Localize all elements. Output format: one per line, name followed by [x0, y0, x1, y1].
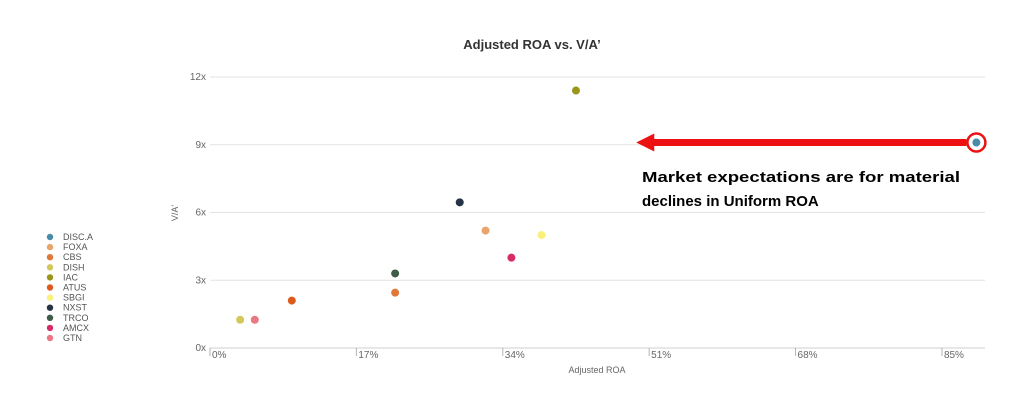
annotation-line-1: Market expectations are for material [642, 169, 960, 186]
legend-item: IAC [46, 272, 79, 282]
legend-item: FOXA [46, 242, 88, 252]
y-axis-ticks: 0x 3x 6x 9x 12x [190, 72, 206, 354]
data-point-gtn: GTN [250, 315, 259, 324]
legend-marker [46, 294, 54, 301]
legend-item: NXST [46, 303, 88, 313]
y-tick-label: 0x [195, 343, 206, 354]
data-point-atus: ATUS [287, 296, 296, 305]
legend: DISC.AFOXACBSDISHIACATUSSBGINXSTTRCOAMCX… [46, 232, 93, 343]
legend-label: NXST [63, 303, 88, 313]
legend-item: ATUS [46, 283, 86, 293]
legend-item: AMCX [46, 323, 89, 333]
legend-label: CBS [63, 252, 82, 262]
legend-item: DISH [46, 262, 85, 272]
legend-marker [46, 304, 54, 311]
x-axis-label: Adjusted ROA [568, 365, 625, 375]
data-point-trco: TRCO [391, 269, 400, 278]
legend-marker [46, 324, 54, 332]
annotation: Market expectations are for material dec… [636, 133, 967, 210]
legend-marker [46, 254, 54, 261]
legend-item: GTN [46, 333, 82, 343]
legend-item: TRCO [46, 313, 89, 323]
legend-label: FOXA [63, 242, 88, 252]
chart-title: Adjusted ROA vs. V/A’ [463, 37, 601, 52]
legend-label: GTN [63, 333, 82, 343]
data-points: DISC.A FOXA CBS DISH IAC ATUS SBGI NXST TRCO AMCX… [236, 86, 987, 324]
x-axis-ticks: 0% 17% 34% 51% 68% 85% [209, 348, 964, 361]
data-point-disc-a: DISC.A [972, 138, 981, 147]
legend-marker [46, 314, 54, 321]
legend-label: DISH [63, 262, 85, 272]
legend-marker [46, 274, 54, 281]
grid-lines [210, 76, 985, 349]
legend-marker [46, 243, 54, 251]
legend-marker [46, 284, 54, 291]
legend-item: CBS [46, 252, 82, 262]
x-tick-label: 51% [651, 350, 671, 361]
y-tick-label: 9x [195, 140, 206, 151]
legend-label: ATUS [63, 283, 86, 293]
x-tick-label: 34% [505, 350, 525, 361]
annotation-arrowhead [636, 133, 655, 152]
y-tick-label: 6x [195, 208, 206, 219]
legend-label: AMCX [63, 323, 89, 333]
x-tick-label: 17% [358, 350, 378, 361]
data-point-foxa: FOXA [481, 226, 490, 235]
y-tick-label: 12x [190, 72, 206, 83]
data-point-dish: DISH [236, 315, 245, 324]
annotation-line-2: declines in Uniform ROA [642, 193, 819, 210]
data-point-iac: IAC [571, 86, 580, 95]
x-tick-label: 68% [798, 350, 818, 361]
data-point-cbs: CBS [391, 288, 400, 297]
legend-label: IAC [63, 272, 79, 282]
legend-marker [46, 264, 54, 271]
legend-label: TRCO [63, 313, 89, 323]
legend-marker [46, 334, 54, 342]
x-tick-label: 0% [212, 350, 227, 361]
x-tick-label: 85% [944, 350, 964, 361]
y-axis-label: V/A' [170, 205, 180, 222]
legend-label: SBGI [63, 293, 85, 303]
y-tick-label: 3x [195, 275, 206, 286]
data-point-sbgi: SBGI [537, 231, 546, 240]
legend-item: SBGI [46, 293, 85, 303]
legend-marker [46, 233, 54, 241]
legend-label: DISC.A [63, 232, 93, 242]
data-point-nxst: NXST [455, 198, 464, 207]
legend-item: DISC.A [46, 232, 93, 242]
data-point-amcx: AMCX [507, 253, 516, 262]
